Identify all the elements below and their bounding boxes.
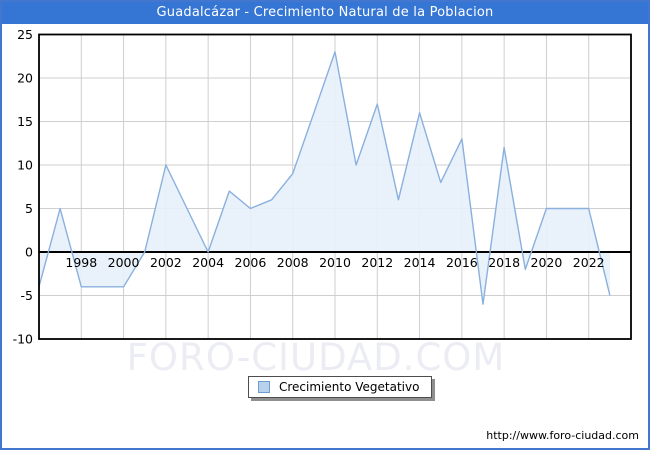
x-tick-label: 2006 bbox=[235, 255, 267, 270]
watermark-text: FORO-CIUDAD.COM bbox=[127, 336, 506, 379]
legend-series-label: Crecimiento Vegetativo bbox=[279, 380, 420, 394]
y-tick-label: 10 bbox=[17, 158, 33, 173]
series-line bbox=[38, 51, 611, 305]
x-tick-label: 2000 bbox=[108, 255, 140, 270]
y-tick-label: 5 bbox=[25, 201, 33, 216]
x-tick-label: 2004 bbox=[192, 255, 224, 270]
y-tick-label: -10 bbox=[13, 332, 33, 347]
x-tick-label: 1998 bbox=[65, 255, 97, 270]
x-tick-label: 2008 bbox=[277, 255, 309, 270]
y-tick-label: 15 bbox=[17, 114, 33, 129]
x-tick-label: 2020 bbox=[531, 255, 563, 270]
plot-border bbox=[38, 33, 632, 340]
footer-url: http://www.foro-ciudad.com bbox=[486, 429, 639, 442]
chart-title-bar: Guadalcázar - Crecimiento Natural de la … bbox=[2, 2, 648, 24]
legend-box: Crecimiento Vegetativo bbox=[248, 376, 433, 398]
x-tick-label: 2022 bbox=[573, 255, 605, 270]
y-tick-label: 0 bbox=[25, 245, 33, 260]
y-tick-label: -5 bbox=[21, 288, 33, 303]
x-tick-label: 2016 bbox=[446, 255, 478, 270]
series-area-fill bbox=[39, 51, 610, 305]
x-tick-label: 2014 bbox=[404, 255, 436, 270]
x-tick-label: 2010 bbox=[319, 255, 351, 270]
x-tick-label: 2002 bbox=[150, 255, 182, 270]
y-tick-label: 20 bbox=[17, 71, 33, 86]
legend-swatch-icon bbox=[258, 381, 270, 393]
y-tick-label: 25 bbox=[17, 27, 33, 42]
x-tick-label: 2018 bbox=[488, 255, 520, 270]
x-tick-label: 2012 bbox=[361, 255, 393, 270]
